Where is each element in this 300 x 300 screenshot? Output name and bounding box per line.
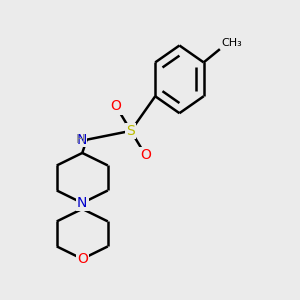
Text: N: N — [76, 133, 87, 147]
Text: CH₃: CH₃ — [221, 38, 242, 48]
Text: N: N — [77, 196, 88, 210]
Text: O: O — [77, 252, 88, 266]
Text: O: O — [140, 148, 151, 162]
Text: S: S — [127, 124, 135, 138]
Text: O: O — [111, 99, 122, 113]
Text: H: H — [76, 133, 85, 146]
